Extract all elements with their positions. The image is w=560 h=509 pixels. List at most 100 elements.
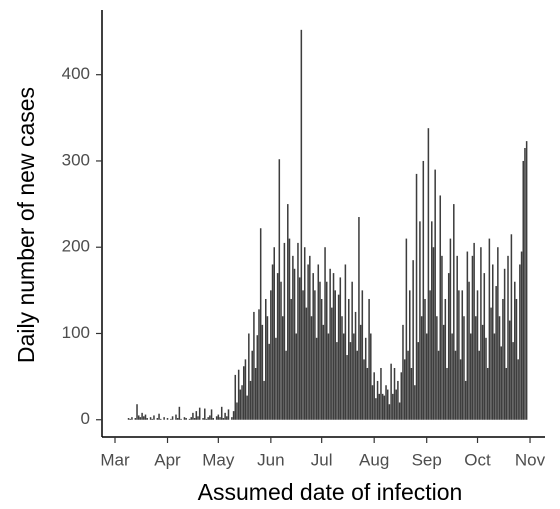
bar <box>468 281 470 420</box>
bar <box>249 380 252 420</box>
bar <box>139 417 142 420</box>
bar <box>261 324 264 420</box>
bar <box>244 359 247 420</box>
bar <box>436 316 438 420</box>
bar <box>293 268 296 420</box>
bar <box>220 406 223 420</box>
bar <box>273 247 275 420</box>
bar <box>392 393 394 420</box>
bar <box>307 264 309 420</box>
bar <box>170 418 172 420</box>
bar <box>422 160 425 420</box>
bar <box>205 418 208 420</box>
bar <box>175 414 177 420</box>
bar <box>476 290 479 420</box>
bar <box>171 416 174 420</box>
bar <box>376 380 379 420</box>
bar <box>464 380 467 420</box>
bar <box>368 298 370 420</box>
bar <box>254 367 257 420</box>
bar <box>385 385 387 420</box>
bar <box>287 204 289 420</box>
bar <box>344 264 347 420</box>
bar <box>519 264 521 420</box>
bar <box>429 290 431 420</box>
bar <box>239 389 242 420</box>
bar <box>441 255 443 420</box>
bar <box>219 417 221 420</box>
bar <box>256 335 259 420</box>
bar <box>298 277 301 420</box>
bar <box>193 418 196 420</box>
bar <box>370 333 372 420</box>
bar <box>463 316 465 420</box>
bar <box>483 273 486 420</box>
bar <box>503 268 506 420</box>
bar <box>312 273 314 420</box>
bar <box>297 242 299 420</box>
x-tick-label: May <box>202 450 235 469</box>
bar <box>407 350 409 420</box>
bar <box>349 342 352 420</box>
bar <box>414 385 416 420</box>
bar <box>505 367 508 420</box>
bar <box>500 346 502 420</box>
bar <box>136 404 138 420</box>
bar <box>178 406 181 420</box>
bar <box>363 359 365 420</box>
bar <box>331 307 333 420</box>
bar <box>288 238 291 420</box>
bar <box>434 169 436 420</box>
bar <box>493 333 496 420</box>
bar <box>453 204 455 420</box>
bar <box>425 333 428 420</box>
bar <box>180 418 182 420</box>
bar <box>439 195 442 420</box>
bar <box>209 415 211 420</box>
bar <box>198 407 201 420</box>
bar <box>314 290 316 420</box>
bar <box>263 380 265 420</box>
bar <box>498 316 501 420</box>
bar <box>334 290 336 420</box>
bar <box>146 418 148 420</box>
bar <box>266 316 269 420</box>
bar <box>454 350 457 420</box>
bar <box>324 247 326 420</box>
bar <box>336 342 338 420</box>
bar <box>248 333 250 420</box>
bar <box>366 367 369 420</box>
bar <box>458 290 460 420</box>
bar <box>491 264 494 420</box>
bar <box>473 242 475 420</box>
bar <box>437 350 440 420</box>
bar <box>395 389 397 420</box>
bar <box>253 311 255 420</box>
bar <box>190 417 192 420</box>
bar <box>241 385 243 420</box>
bar <box>386 389 389 420</box>
bar <box>402 324 404 420</box>
bar <box>495 286 497 420</box>
bar <box>502 298 504 420</box>
bar <box>224 412 226 420</box>
bar <box>405 238 408 420</box>
x-tick-label: Jun <box>257 450 284 469</box>
bar <box>403 359 406 420</box>
bar <box>432 247 435 420</box>
bar <box>442 324 445 420</box>
x-tick-label: Mar <box>100 450 130 469</box>
bar <box>508 320 511 420</box>
bar <box>129 418 132 420</box>
bar <box>163 417 165 420</box>
bar <box>486 367 489 420</box>
bar <box>302 290 304 420</box>
bar <box>488 238 491 420</box>
y-tick-label: 400 <box>62 64 90 83</box>
bar <box>397 380 399 420</box>
bar <box>212 418 215 420</box>
bar <box>292 255 294 420</box>
bar <box>332 273 335 420</box>
bar <box>226 416 228 420</box>
bar <box>151 418 154 420</box>
